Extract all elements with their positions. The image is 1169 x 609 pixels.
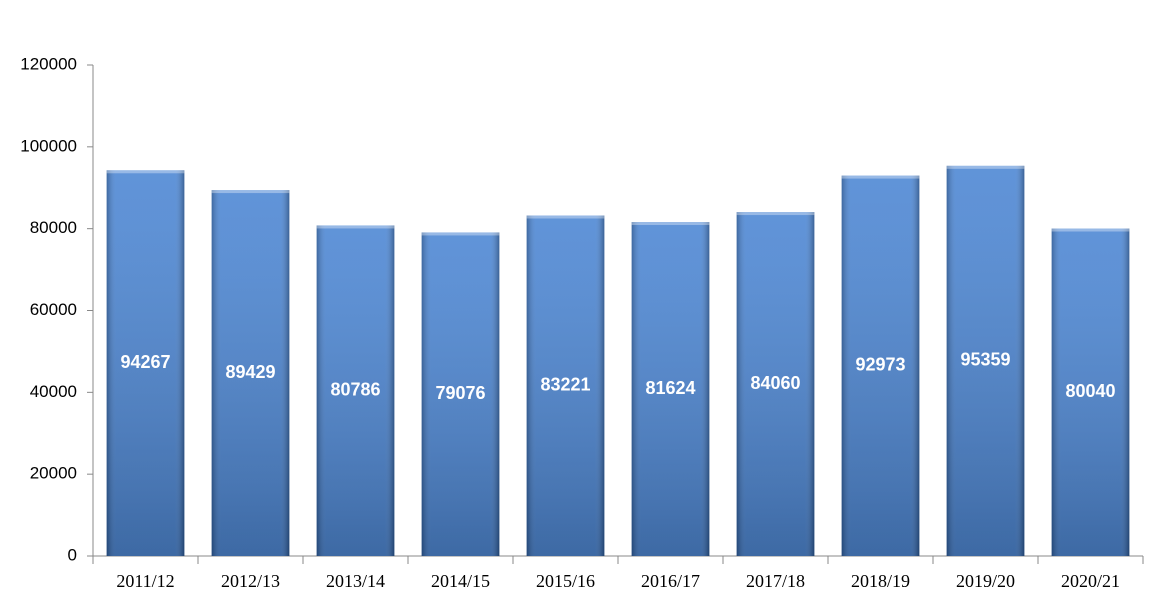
value-label: 95359 [960,350,1010,370]
y-tick-label: 20000 [30,464,77,483]
x-tick-label: 2011/12 [116,571,174,591]
x-tick-label: 2018/19 [851,571,910,591]
y-tick-label: 0 [68,545,77,564]
bar-cap [211,190,290,194]
bar-cap [421,232,500,236]
bar-cap [631,222,710,226]
value-label: 79076 [435,383,485,403]
bar-shade [106,170,185,556]
value-label: 80040 [1065,381,1115,401]
bar-cap [736,212,815,216]
bar-cap [1051,228,1130,232]
bar-shade [736,212,815,556]
value-label: 84060 [750,373,800,393]
bar-shade [841,175,920,556]
value-label: 94267 [120,352,170,372]
bar-shade [316,225,395,556]
bar-cap [316,225,395,229]
bar-cap [841,175,920,179]
x-tick-label: 2019/20 [956,571,1015,591]
bar-cap [106,170,185,174]
bar-shade [1051,228,1130,557]
value-label: 83221 [540,374,590,394]
x-tick-label: 2015/16 [536,571,595,591]
y-tick-label: 100000 [20,136,77,155]
value-label: 81624 [645,378,695,398]
y-tick-label: 120000 [20,54,77,73]
x-tick-label: 2013/14 [326,571,385,591]
y-tick-label: 80000 [30,218,77,237]
x-tick-label: 2014/15 [431,571,490,591]
x-tick-label: 2016/17 [641,571,700,591]
bar-shade [211,190,290,556]
bar-shade [421,232,500,556]
y-tick-label: 40000 [30,382,77,401]
value-label: 89429 [225,362,275,382]
bar-shade [631,222,710,557]
bar-shade [946,165,1025,556]
bar-cap [526,215,605,219]
x-tick-label: 2020/21 [1061,571,1120,591]
y-tick-label: 60000 [30,300,77,319]
value-label: 80786 [330,379,380,399]
bar-shade [526,215,605,556]
x-tick-label: 2012/13 [221,571,280,591]
value-label: 92973 [855,355,905,375]
bar-cap [946,165,1025,169]
x-tick-label: 2017/18 [746,571,805,591]
